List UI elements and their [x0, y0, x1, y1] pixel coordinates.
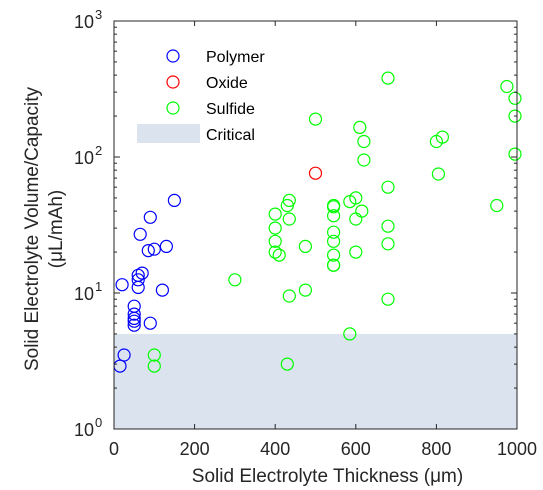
- y-tick-label: 10: [74, 148, 94, 168]
- point-polymer: [159, 239, 173, 253]
- point-sulfide: [327, 258, 341, 272]
- y-tick-exponent: 2: [95, 143, 102, 158]
- point-sulfide: [381, 292, 395, 306]
- legend-item-oxide: Oxide: [166, 75, 248, 92]
- point-sulfide: [268, 245, 282, 259]
- y-tick-exponent: 1: [95, 279, 102, 294]
- point-sulfide: [268, 207, 282, 221]
- point-sulfide: [431, 167, 445, 181]
- point-polymer: [155, 283, 169, 297]
- y-tick-label: 10: [74, 12, 94, 32]
- point-sulfide: [327, 234, 341, 248]
- point-sulfide: [282, 289, 296, 303]
- y-axis-label: Solid Electrolyte Volume/Capacity (μL/mA…: [22, 86, 67, 371]
- legend-marker-sulfide: [166, 101, 180, 115]
- y-axis-label-line2: (μL/mAh): [46, 190, 67, 269]
- point-polymer: [131, 268, 145, 282]
- y-tick-exponent: 3: [95, 7, 102, 22]
- legend-label-critical: Critical: [206, 127, 255, 144]
- point-sulfide: [353, 120, 367, 135]
- point-sulfide: [327, 209, 341, 223]
- point-polymer: [127, 314, 141, 328]
- point-sulfide: [272, 248, 286, 262]
- point-sulfide: [308, 112, 323, 126]
- x-tick-label: 400: [260, 439, 290, 459]
- point-sulfide: [357, 153, 371, 167]
- point-sulfide: [500, 79, 514, 94]
- legend-label-polymer: Polymer: [206, 49, 265, 66]
- point-polymer: [143, 210, 157, 224]
- point-sulfide: [349, 212, 363, 226]
- point-sulfide: [268, 221, 282, 235]
- point-oxide: [308, 166, 323, 180]
- x-tick-label: 800: [421, 439, 451, 459]
- legend: Polymer Oxide Sulfide Critical: [137, 49, 265, 144]
- y-axis-label-line1: Solid Electrolyte Volume/Capacity: [22, 86, 43, 371]
- legend-item-polymer: Polymer: [166, 49, 265, 66]
- point-sulfide: [349, 245, 363, 259]
- point-sulfide: [282, 193, 296, 207]
- point-sulfide: [343, 327, 357, 341]
- point-sulfide: [228, 273, 242, 287]
- point-sulfide: [508, 109, 522, 123]
- point-sulfide: [268, 234, 282, 248]
- legend-marker-oxide: [166, 75, 180, 89]
- point-sulfide: [327, 248, 341, 262]
- point-sulfide: [490, 198, 504, 213]
- point-polymer: [115, 278, 129, 292]
- point-sulfide: [298, 239, 312, 253]
- point-polymer: [127, 299, 141, 313]
- point-polymer: [143, 316, 157, 330]
- point-sulfide: [280, 357, 294, 371]
- point-sulfide: [508, 147, 522, 161]
- point-sulfide: [327, 200, 341, 214]
- plot-frame: [113, 20, 518, 430]
- point-sulfide: [381, 180, 395, 194]
- point-polymer: [133, 227, 147, 241]
- point-sulfide: [357, 134, 371, 149]
- legend-item-sulfide: Sulfide: [166, 101, 255, 118]
- point-polymer: [127, 307, 141, 321]
- legend-marker-polymer: [166, 49, 180, 63]
- point-sulfide: [508, 91, 522, 105]
- point-sulfide: [282, 212, 296, 226]
- points-layer: [113, 71, 522, 373]
- point-sulfide: [355, 204, 369, 218]
- point-sulfide: [147, 359, 161, 373]
- x-tick-label: 600: [341, 439, 371, 459]
- point-sulfide: [381, 237, 395, 251]
- x-tick-label: 1000: [497, 439, 537, 459]
- legend-swatch-critical: [137, 124, 200, 143]
- point-polymer: [117, 348, 131, 362]
- point-polymer: [167, 193, 181, 207]
- critical-region: [114, 333, 517, 429]
- point-sulfide: [381, 71, 395, 85]
- point-sulfide: [349, 191, 363, 205]
- point-sulfide: [327, 225, 341, 239]
- legend-label-oxide: Oxide: [206, 75, 248, 92]
- legend-label-sulfide: Sulfide: [206, 101, 255, 118]
- y-tick-label: 10: [74, 420, 94, 440]
- x-tick-label: 0: [109, 439, 119, 459]
- point-polymer: [127, 318, 141, 332]
- point-sulfide: [147, 348, 161, 362]
- point-sulfide: [298, 283, 312, 297]
- point-polymer: [131, 273, 145, 287]
- x-axis-label: Solid Electrolyte Thickness (μm): [192, 466, 463, 487]
- x-tick-label: 200: [180, 439, 210, 459]
- point-sulfide: [435, 130, 449, 144]
- y-tick-exponent: 0: [95, 415, 102, 430]
- point-polymer: [147, 242, 161, 256]
- point-sulfide: [381, 219, 395, 233]
- legend-item-critical: Critical: [137, 124, 255, 144]
- y-tick-label: 10: [74, 284, 94, 304]
- point-polymer: [141, 244, 155, 258]
